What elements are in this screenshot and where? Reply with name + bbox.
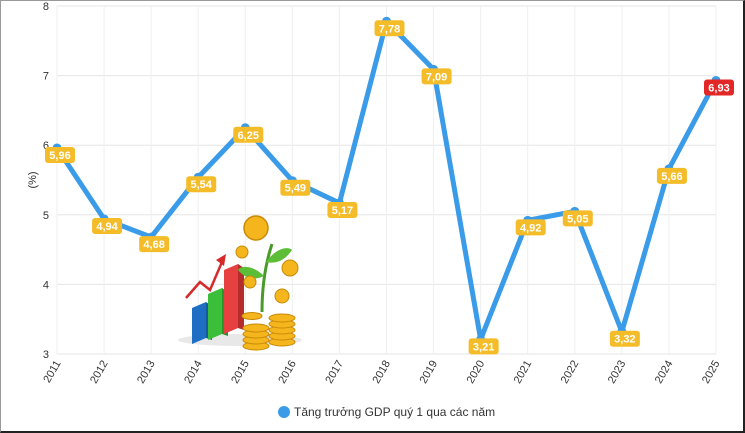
data-label-text: 7,09 — [426, 71, 447, 83]
data-label: 4,94 — [92, 217, 123, 234]
data-label-text: 3,21 — [473, 341, 494, 353]
y-tick-label: 5 — [43, 210, 49, 222]
x-tick-label: 2022 — [559, 359, 582, 386]
y-tick-label: 3 — [43, 349, 49, 361]
x-tick-label: 2025 — [700, 359, 723, 386]
legend-marker — [278, 406, 290, 418]
data-label: 7,78 — [374, 20, 405, 37]
data-label-text: 5,49 — [285, 183, 306, 195]
data-label-text: 5,96 — [49, 150, 70, 162]
data-label-box — [327, 201, 358, 218]
data-label: 5,49 — [280, 179, 311, 196]
data-label-text: 7,78 — [379, 23, 400, 35]
data-label: 5,96 — [45, 146, 75, 163]
data-label: 3,21 — [468, 338, 499, 355]
data-label-text: 5,66 — [661, 171, 682, 183]
data-label-box — [468, 338, 499, 355]
data-label-box — [280, 179, 311, 196]
x-tick-label: 2020 — [465, 359, 488, 386]
data-label: 4,92 — [515, 219, 546, 236]
data-label-text: 5,05 — [567, 213, 588, 225]
data-label-text: 4,68 — [143, 239, 164, 251]
data-label-text: 4,94 — [96, 221, 118, 233]
growth-bar-chart-with-coins-icon — [178, 215, 302, 351]
data-label: 5,17 — [327, 201, 358, 218]
data-label-box — [233, 126, 264, 143]
x-tick-label: 2017 — [323, 359, 346, 386]
x-tick-label: 2012 — [88, 359, 111, 386]
data-labels: 5,96 4,94 4,68 5,54 6,25 5,49 5,17 7,78 7,09 3,21… — [45, 20, 734, 355]
x-axis-ticks: 2011 2012 2013 2014 2015 2016 2017 2018 2019 2020… — [41, 359, 722, 386]
data-label-box — [186, 176, 217, 193]
grid-lines — [56, 5, 717, 355]
data-label: 7,09 — [421, 68, 452, 85]
data-label-text: 3,32 — [614, 334, 635, 346]
x-tick-label: 2011 — [41, 359, 63, 385]
y-tick-label: 4 — [43, 279, 49, 291]
data-label-box — [609, 330, 640, 347]
y-tick-label: 6 — [43, 140, 49, 152]
data-label-box — [92, 217, 123, 234]
data-label: 5,66 — [656, 167, 687, 184]
data-label-text: 4,92 — [520, 222, 541, 234]
data-label-box — [704, 79, 734, 96]
data-label: 6,25 — [233, 126, 264, 143]
y-axis-ticks: 3 4 5 6 7 8 — [43, 1, 49, 361]
data-label-text: 5,54 — [191, 179, 213, 191]
data-label: 5,54 — [186, 176, 217, 193]
x-tick-label: 2016 — [276, 359, 299, 386]
data-label-box — [421, 68, 452, 85]
x-tick-label: 2014 — [182, 359, 205, 386]
data-label: 6,93 — [704, 79, 734, 96]
y-axis-label: (%) — [27, 171, 39, 188]
data-label-box — [515, 219, 546, 236]
data-label: 4,68 — [139, 236, 170, 253]
data-label: 3,32 — [609, 330, 640, 347]
data-label-box — [656, 167, 687, 184]
x-tick-label: 2019 — [418, 359, 441, 386]
data-label-text: 6,25 — [238, 130, 259, 142]
x-tick-label: 2024 — [653, 359, 676, 386]
x-tick-label: 2018 — [370, 359, 393, 386]
data-label-box — [139, 236, 170, 253]
legend-label: Tăng trưởng GDP quý 1 qua các năm — [294, 405, 495, 419]
data-label-text: 6,93 — [708, 82, 729, 94]
y-tick-label: 8 — [43, 1, 49, 13]
data-label-box — [374, 20, 405, 37]
data-label: 5,05 — [562, 210, 593, 227]
x-tick-label: 2013 — [135, 359, 158, 386]
x-tick-label: 2015 — [229, 359, 252, 386]
legend[interactable]: Tăng trưởng GDP quý 1 qua các năm — [278, 405, 495, 419]
data-label-box — [45, 146, 75, 163]
x-tick-label: 2023 — [606, 359, 629, 386]
data-label-box — [562, 210, 593, 227]
y-tick-label: 7 — [43, 71, 49, 83]
x-tick-label: 2021 — [512, 359, 535, 386]
data-label-text: 5,17 — [332, 205, 353, 217]
